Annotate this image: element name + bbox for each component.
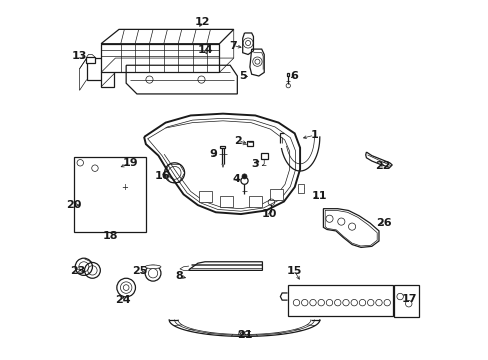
- Text: 7: 7: [229, 41, 236, 50]
- Bar: [287, 285, 392, 316]
- Circle shape: [242, 174, 246, 179]
- Text: 12: 12: [194, 17, 209, 27]
- Text: 6: 6: [289, 71, 297, 81]
- Text: 2: 2: [234, 136, 242, 145]
- Text: +: +: [121, 183, 127, 192]
- Text: 26: 26: [376, 218, 391, 228]
- Text: 11: 11: [311, 191, 327, 201]
- Text: 20: 20: [66, 200, 81, 210]
- Bar: [260, 153, 267, 159]
- Text: 18: 18: [103, 231, 118, 240]
- Text: 25: 25: [132, 266, 147, 276]
- Text: 10: 10: [262, 209, 277, 219]
- Text: MKX: MKX: [237, 331, 251, 336]
- Bar: [297, 184, 304, 193]
- Text: 3: 3: [251, 159, 259, 169]
- Text: 9: 9: [208, 149, 217, 159]
- Bar: [248, 196, 261, 207]
- Text: 16: 16: [154, 171, 169, 181]
- Ellipse shape: [145, 265, 161, 269]
- Bar: [86, 57, 95, 63]
- Text: 19: 19: [122, 158, 138, 168]
- Bar: [74, 157, 145, 232]
- Text: 23: 23: [70, 266, 85, 276]
- Bar: [198, 191, 211, 202]
- Text: 17: 17: [401, 294, 416, 304]
- Text: 4: 4: [232, 174, 240, 184]
- Bar: [220, 196, 233, 207]
- Text: 8: 8: [175, 271, 183, 281]
- Text: 21: 21: [236, 330, 252, 340]
- Text: 5: 5: [239, 71, 246, 81]
- Bar: [270, 189, 283, 200]
- Bar: [394, 285, 418, 317]
- Text: 24: 24: [115, 295, 130, 305]
- Text: 13: 13: [72, 51, 87, 61]
- Text: 1: 1: [310, 130, 318, 140]
- Text: 14: 14: [198, 45, 213, 55]
- Text: 22: 22: [374, 161, 390, 171]
- Text: 15: 15: [286, 266, 302, 276]
